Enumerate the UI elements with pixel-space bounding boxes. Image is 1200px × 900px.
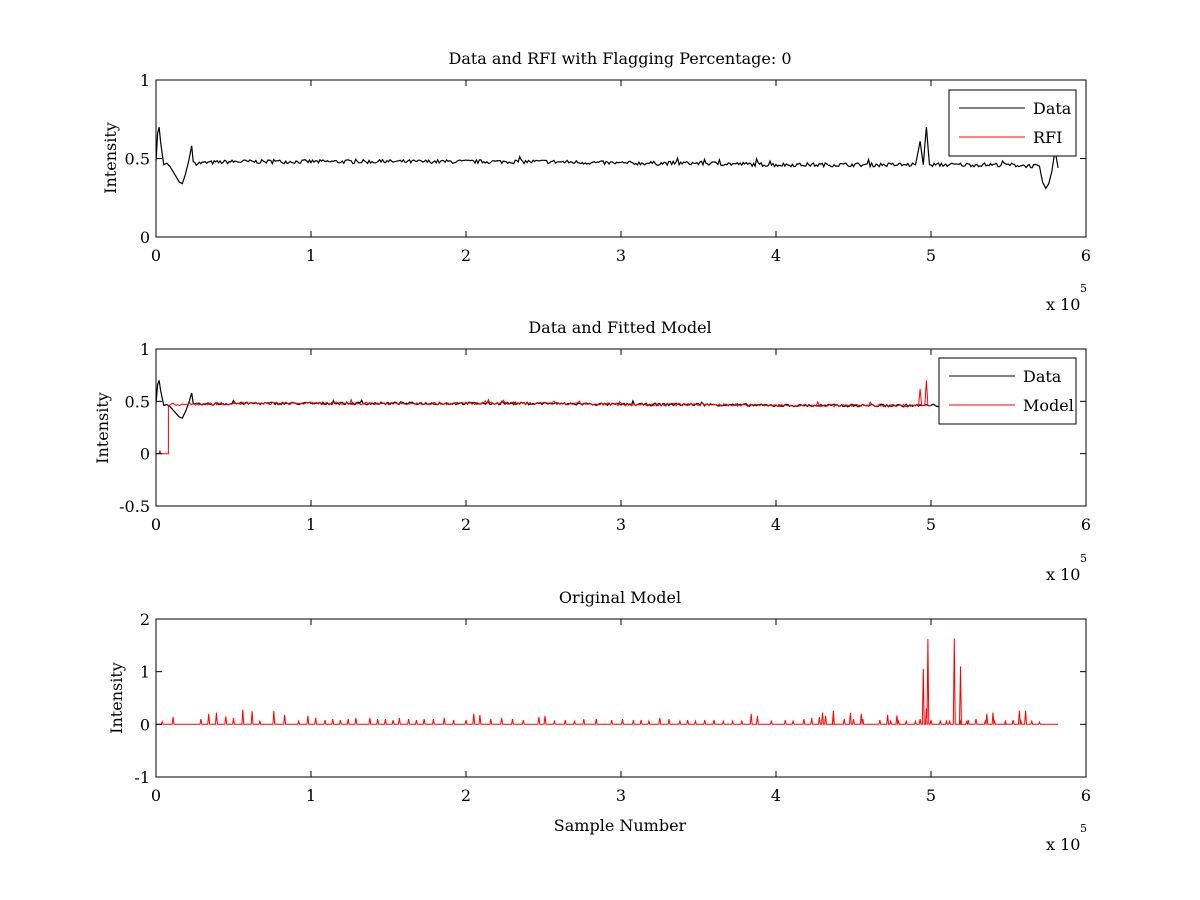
x-axis-label: Sample Number: [554, 816, 687, 835]
subplot-title: Data and Fitted Model: [528, 318, 711, 337]
y-tick-label: 2: [140, 610, 150, 629]
x-tick-label: 5: [926, 515, 936, 534]
y-tick-label: 0: [140, 228, 150, 247]
x-multiplier-exponent: 5: [1080, 282, 1087, 295]
y-tick-label: 1: [140, 663, 150, 682]
x-tick-label: 6: [1081, 246, 1091, 265]
x-tick-label: 2: [461, 515, 471, 534]
subplot-title: Data and RFI with Flagging Percentage: 0: [448, 49, 791, 68]
legend-label: Data: [1033, 99, 1072, 118]
legend-box: [948, 89, 1077, 157]
series-layer: [156, 638, 1059, 725]
y-tick-label: 1: [140, 71, 150, 90]
plot-area: [156, 349, 1086, 506]
subplot-data-and-rfi: Data and RFI with Flagging Percentage: 0…: [101, 49, 1091, 314]
legend-label: Data: [1023, 367, 1062, 386]
x-multiplier-base: x 10: [1046, 295, 1080, 314]
plot-area: [156, 619, 1086, 777]
y-axis-label: Intensity: [101, 122, 120, 194]
legend-box: [938, 357, 1077, 425]
x-tick-label: 4: [771, 246, 781, 265]
x-multiplier: x 10 5: [1046, 552, 1087, 584]
legend-label: RFI: [1033, 128, 1062, 147]
x-tick-label: 4: [771, 515, 781, 534]
legend: Data Model: [938, 357, 1077, 425]
x-tick-label: 1: [306, 515, 316, 534]
y-tick-label: 0: [140, 715, 150, 734]
y-tick-label: 0.5: [125, 150, 150, 169]
x-tick-label: 1: [306, 786, 316, 805]
subplot-data-and-fitted-model: Data and Fitted Model Intensity x 10 5 0…: [93, 318, 1091, 584]
series-layer: [156, 380, 1009, 455]
x-tick-label: 3: [616, 515, 626, 534]
x-tick-label: 5: [926, 246, 936, 265]
x-tick-label: 0: [151, 515, 161, 534]
plot-area: [156, 80, 1086, 237]
series-data-line: [156, 126, 1059, 190]
x-multiplier: x 10 5: [1046, 822, 1087, 854]
x-tick-label: 4: [771, 786, 781, 805]
x-multiplier-base: x 10: [1046, 835, 1080, 854]
x-tick-label: 1: [306, 246, 316, 265]
x-tick-label: 6: [1081, 786, 1091, 805]
x-multiplier-base: x 10: [1046, 565, 1080, 584]
y-tick-label: -1: [134, 768, 150, 787]
series-model-line: [156, 380, 931, 455]
y-tick-label: 0.5: [125, 392, 150, 411]
subplot-title: Original Model: [559, 588, 681, 607]
x-tick-label: 3: [616, 246, 626, 265]
y-axis-label: Intensity: [93, 392, 112, 464]
x-tick-label: 0: [151, 786, 161, 805]
x-multiplier-exponent: 5: [1080, 822, 1087, 835]
legend: Data RFI: [948, 89, 1077, 157]
y-tick-label: -0.5: [119, 497, 150, 516]
subplot-original-model: Original Model Intensity Sample Number x…: [107, 588, 1091, 854]
x-multiplier-exponent: 5: [1080, 552, 1087, 565]
y-tick-label: 1: [140, 340, 150, 359]
x-tick-label: 5: [926, 786, 936, 805]
y-axis-label: Intensity: [107, 662, 126, 734]
series-layer: [156, 126, 1059, 190]
x-tick-label: 3: [616, 786, 626, 805]
legend-label: Model: [1023, 396, 1074, 415]
x-tick-label: 0: [151, 246, 161, 265]
x-multiplier: x 10 5: [1046, 282, 1087, 314]
x-tick-label: 2: [461, 786, 471, 805]
series-original-model-line: [156, 638, 1059, 725]
x-tick-label: 6: [1081, 515, 1091, 534]
x-tick-label: 2: [461, 246, 471, 265]
y-tick-label: 0: [140, 445, 150, 464]
